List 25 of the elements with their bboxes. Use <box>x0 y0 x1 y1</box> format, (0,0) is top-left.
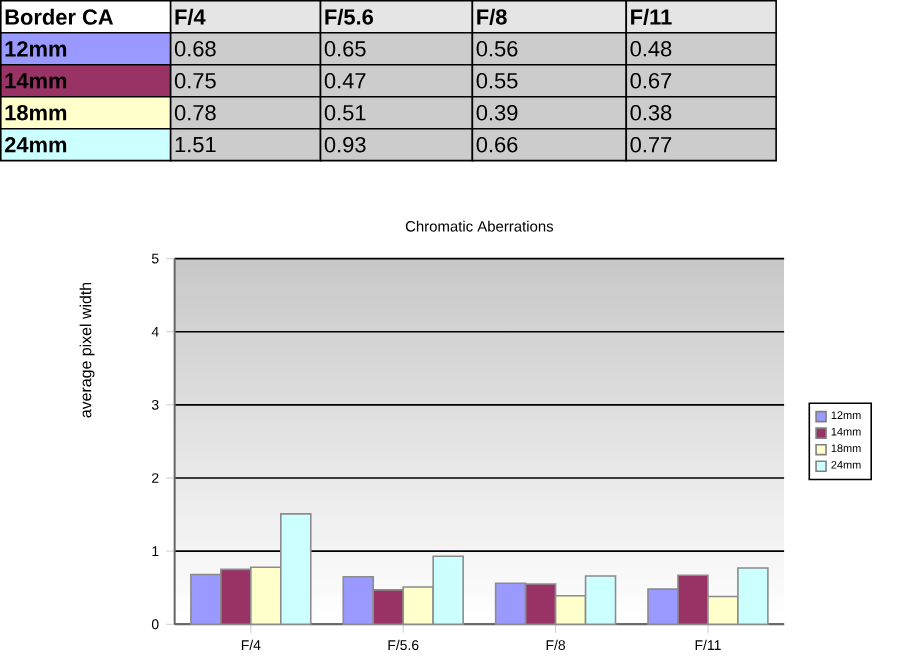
data-label: 0.48 <box>630 40 672 57</box>
category-label: F/4 <box>175 8 206 25</box>
text: 12mm <box>5 41 67 57</box>
data-label: 0.56 <box>476 40 518 57</box>
data-label: 0.77 <box>630 136 672 153</box>
data-label: 0.39 <box>476 104 518 121</box>
data-label: 0.93 <box>324 136 366 153</box>
data-label: 0.68 <box>174 40 216 57</box>
data-label: 0.78 <box>174 104 216 121</box>
category-label: F/8 <box>477 8 507 25</box>
data-label: 0.51 <box>324 104 366 121</box>
text: 24mm <box>4 136 67 153</box>
data-label: 0.66 <box>476 136 518 153</box>
data-label: 0.75 <box>174 72 216 89</box>
data-label: 0.47 <box>324 72 366 89</box>
data-label: 0.67 <box>630 72 672 89</box>
category-label: F/5.6 <box>325 8 374 25</box>
text: 18mm <box>5 104 67 121</box>
data-label: 0.65 <box>324 40 366 57</box>
data-label: 1.51 <box>175 136 216 153</box>
text: 14mm <box>5 73 67 89</box>
text: Border CA <box>5 8 114 25</box>
category-label: F/11 <box>631 8 672 25</box>
data-label: 0.38 <box>630 104 672 121</box>
data-label: 0.55 <box>476 72 518 89</box>
